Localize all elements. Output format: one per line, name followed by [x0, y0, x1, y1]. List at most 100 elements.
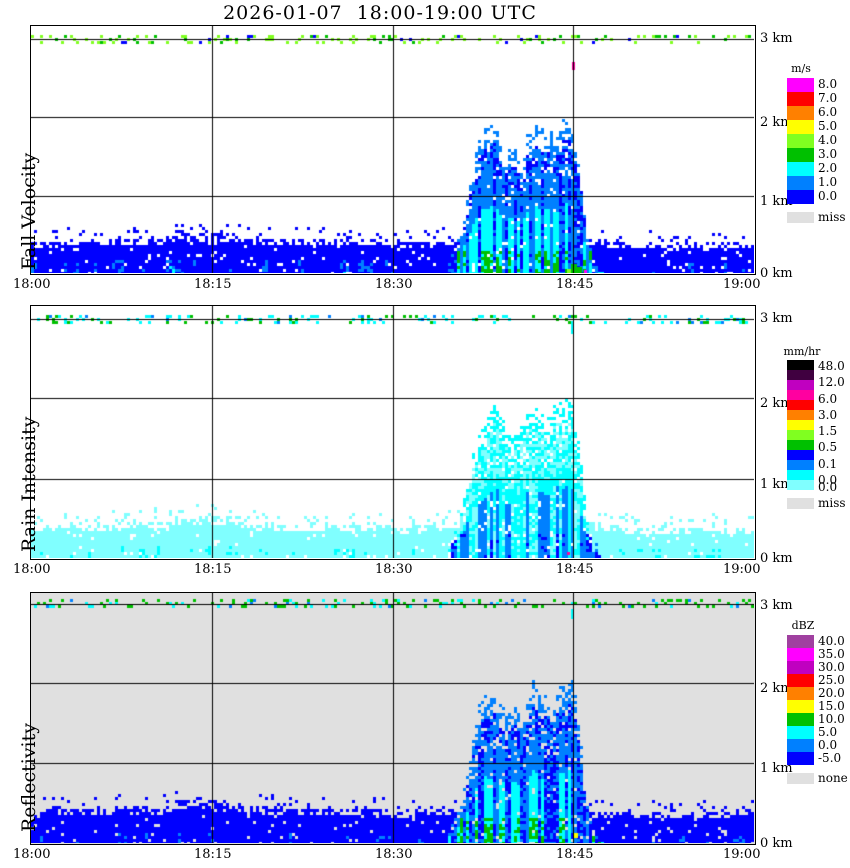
ytick-1km-panel0: 1 km [760, 194, 793, 209]
colorbar-band-fall-velocity-0 [787, 78, 814, 92]
xtick-1845-panel2: 18:45 [556, 847, 594, 862]
colorbar-band-reflectivity-6 [787, 713, 814, 726]
colorbar-missing-swatch-reflectivity [787, 773, 814, 784]
xtick-1815-panel1: 18:15 [194, 562, 232, 577]
colorbar-label-fall-velocity-4: 4.0 [818, 133, 838, 147]
colorbar-band-rain-intensity-6 [787, 420, 814, 430]
colorbar-label-fall-velocity-8: 0.0 [818, 189, 838, 203]
xtick-1900-panel1: 19:00 [723, 562, 761, 577]
colorbar-label-rain-intensity-3: 3.0 [818, 407, 838, 422]
colorbar-band-fall-velocity-3 [787, 120, 814, 134]
colorbar-band-reflectivity-0 [787, 635, 814, 648]
colorbar-band-rain-intensity-11 [787, 470, 814, 480]
colorbar-band-rain-intensity-0 [787, 360, 814, 370]
colorbar-label-reflectivity-1: 35.0 [818, 647, 845, 661]
colorbar-band-rain-intensity-1 [787, 370, 814, 380]
colorbar-label-reflectivity-8: 0.0 [818, 738, 838, 752]
colorbar-label-fall-velocity-5: 3.0 [818, 147, 838, 161]
xtick-1845-panel1: 18:45 [556, 562, 594, 577]
colorbar-band-reflectivity-9 [787, 752, 814, 765]
colorbar-label-reflectivity-5: 15.0 [818, 699, 845, 713]
xtick-1800-panel2: 18:00 [13, 847, 51, 862]
ytick-2km-panel1: 2 km [760, 396, 793, 411]
colorbar-label-rain-intensity-4: 1.5 [818, 424, 838, 438]
xtick-1830-panel1: 18:30 [375, 562, 413, 577]
colorbar-label-rain-intensity-zero: 0.0 [818, 480, 838, 494]
colorbar-label-reflectivity-7: 5.0 [818, 725, 838, 739]
plot-area-reflectivity [30, 592, 756, 845]
xtick-1815-panel0: 18:15 [194, 277, 232, 292]
colorbar-band-rain-intensity-10 [787, 460, 814, 470]
colorbar-band-fall-velocity-8 [787, 190, 814, 204]
colorbar-label-rain-intensity-2: 6.0 [818, 391, 838, 406]
colorbar-label-reflectivity-0: 40.0 [818, 634, 845, 648]
colorbar-label-reflectivity-9: -5.0 [818, 751, 842, 765]
radar-field-reflectivity [31, 593, 754, 843]
colorbar-band-fall-velocity-4 [787, 134, 814, 148]
colorbar-band-rain-intensity-12 [787, 480, 814, 490]
colorbar-label-rain-intensity-5: 0.5 [818, 440, 838, 455]
colorbar-missing-swatch-fall-velocity [787, 212, 814, 223]
colorbar-label-fall-velocity-1: 7.0 [818, 91, 838, 105]
colorbar-band-reflectivity-5 [787, 700, 814, 713]
colorbar-band-rain-intensity-4 [787, 400, 814, 410]
xtick-1815-panel2: 18:15 [194, 847, 232, 862]
ytick-0km-panel2: 0 km [760, 836, 793, 851]
xtick-1900-panel2: 19:00 [723, 847, 761, 862]
colorbar-label-fall-velocity-2: 6.0 [818, 105, 838, 119]
ytick-0km-panel1: 0 km [760, 551, 793, 566]
axis-label-fall-velocity: Fall Velocity [18, 152, 40, 270]
colorbar-label-fall-velocity-3: 5.0 [818, 119, 838, 133]
colorbar-band-reflectivity-4 [787, 687, 814, 700]
colorbar-label-rain-intensity-7: 0.0 [818, 472, 838, 487]
colorbar-band-reflectivity-8 [787, 739, 814, 752]
colorbar-band-rain-intensity-3 [787, 390, 814, 400]
colorbar-band-rain-intensity-8 [787, 440, 814, 450]
plot-area-fall-velocity [30, 25, 756, 275]
colorbar-band-reflectivity-7 [787, 726, 814, 739]
colorbar-band-reflectivity-1 [787, 648, 814, 661]
ytick-2km-panel0: 2 km [760, 115, 793, 130]
colorbar-label-fall-velocity-7: 1.0 [818, 175, 838, 189]
colorbar-band-reflectivity-2 [787, 661, 814, 674]
colorbar-label-reflectivity-3: 25.0 [818, 673, 845, 687]
ytick-3km-panel2: 3 km [760, 598, 793, 613]
colorbar-band-rain-intensity-9 [787, 450, 814, 460]
page-title: 2026-01-07 18:00-19:00 UTC [223, 2, 537, 24]
axis-label-rain-intensity: Rain Intensity [18, 416, 40, 552]
colorbar-band-rain-intensity-2 [787, 380, 814, 390]
colorbar-band-fall-velocity-5 [787, 148, 814, 162]
ytick-1km-panel1: 1 km [760, 477, 793, 492]
colorbar-missing-swatch-rain-intensity [787, 498, 814, 509]
colorbar-label-rain-intensity-0: 48.0 [818, 359, 845, 373]
colorbar-label-fall-velocity-0: 8.0 [818, 77, 838, 91]
plot-area-rain-intensity [30, 305, 756, 560]
colorbar-units-fall-velocity: m/s [791, 62, 811, 75]
xtick-1800-panel1: 18:00 [13, 562, 51, 577]
colorbar-band-fall-velocity-1 [787, 92, 814, 106]
colorbar-units-rain-intensity: mm/hr [783, 345, 821, 358]
colorbar-units-reflectivity: dBZ [791, 619, 815, 632]
colorbar-band-rain-intensity-5 [787, 410, 814, 420]
colorbar-missing-label-fall-velocity: miss [818, 210, 846, 224]
colorbar-label-reflectivity-2: 30.0 [818, 660, 845, 674]
colorbar-band-rain-intensity-7 [787, 430, 814, 440]
xtick-1830-panel2: 18:30 [375, 847, 413, 862]
axis-label-reflectivity: Reflectivity [18, 723, 40, 832]
xtick-1845-panel0: 18:45 [556, 277, 594, 292]
colorbar-label-rain-intensity-6: 0.1 [818, 456, 838, 471]
colorbar-label-fall-velocity-6: 2.0 [818, 161, 838, 175]
xtick-1830-panel0: 18:30 [375, 277, 413, 292]
ytick-0km-panel0: 0 km [760, 266, 793, 281]
ytick-1km-panel2: 1 km [760, 761, 793, 776]
ytick-3km-panel1: 3 km [760, 311, 793, 326]
xtick-1800-panel0: 18:00 [13, 277, 51, 292]
colorbar-missing-label-reflectivity: none [818, 771, 848, 785]
colorbar-label-reflectivity-6: 10.0 [818, 712, 845, 726]
colorbar-band-fall-velocity-6 [787, 162, 814, 176]
colorbar-band-reflectivity-3 [787, 674, 814, 687]
colorbar-band-fall-velocity-2 [787, 106, 814, 120]
radar-field-rain-intensity [31, 306, 754, 558]
colorbar-label-rain-intensity-1: 12.0 [818, 375, 845, 390]
radar-field-fall-velocity [31, 26, 754, 273]
